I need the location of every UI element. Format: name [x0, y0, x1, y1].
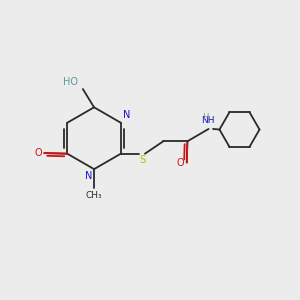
- Text: O: O: [34, 148, 42, 158]
- Text: N: N: [85, 171, 92, 181]
- Text: HO: HO: [63, 77, 78, 87]
- Text: CH₃: CH₃: [86, 191, 102, 200]
- Text: N: N: [123, 110, 130, 120]
- Text: S: S: [139, 155, 145, 165]
- Text: NH: NH: [201, 116, 215, 125]
- Text: O: O: [176, 158, 184, 168]
- Text: H: H: [202, 113, 209, 122]
